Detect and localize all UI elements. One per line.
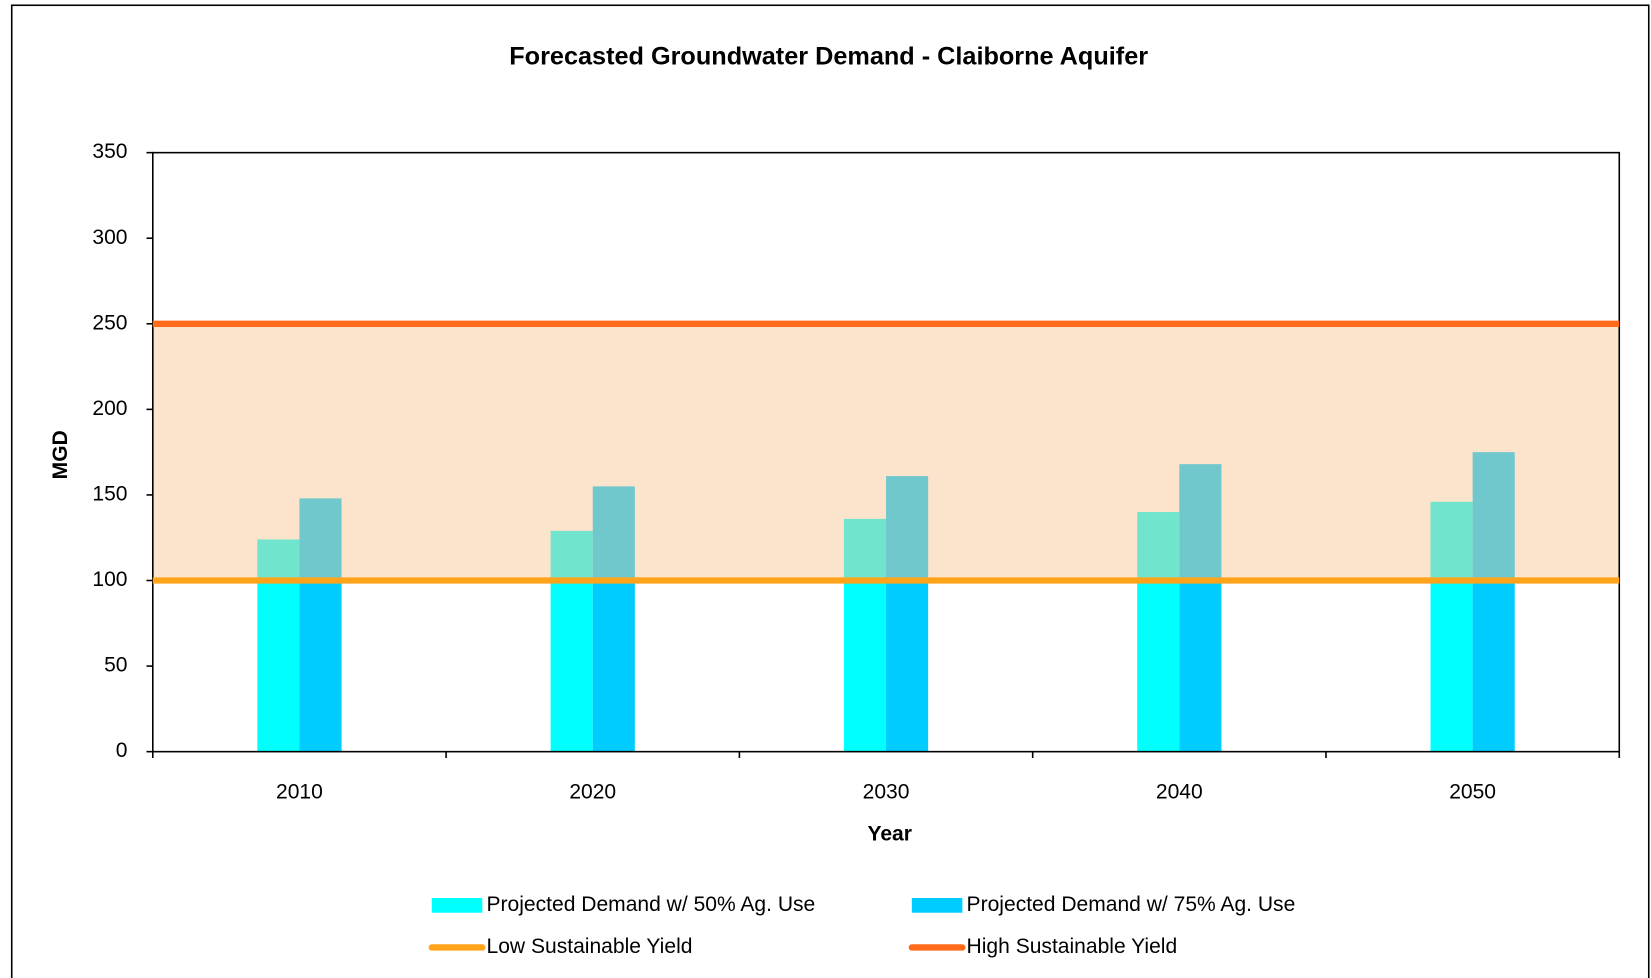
legend-label: Low Sustainable Yield — [487, 935, 693, 958]
y-tick-label: 200 — [92, 397, 127, 420]
chart-title: Forecasted Groundwater Demand - Claiborn… — [509, 43, 1148, 71]
bar — [1179, 464, 1222, 752]
y-tick-label: 100 — [92, 568, 127, 591]
chart-border — [10, 4, 1650, 978]
bar — [257, 539, 300, 752]
legend-swatch — [431, 897, 483, 913]
yield-band — [152, 323, 1620, 581]
plot-border — [152, 151, 1621, 753]
x-tick-label: 2030 — [863, 780, 910, 803]
x-tick-label: 2040 — [1156, 780, 1203, 803]
bar — [1430, 501, 1473, 752]
bar — [299, 498, 342, 752]
legend-label: Projected Demand w/ 50% Ag. Use — [487, 893, 816, 916]
y-tick-label: 50 — [104, 654, 127, 677]
bar — [843, 518, 887, 752]
legend-label: Projected Demand w/ 75% Ag. Use — [967, 893, 1296, 916]
y-tick-label: 300 — [92, 226, 127, 249]
legend-label: High Sustainable Yield — [967, 935, 1178, 958]
x-axis-label: Year — [867, 822, 911, 845]
y-tick-label: 350 — [92, 140, 127, 163]
bar — [886, 476, 929, 752]
x-tick-label: 2050 — [1449, 780, 1496, 803]
x-tick-label: 2010 — [276, 780, 323, 803]
y-tick-label: 150 — [92, 483, 127, 506]
y-axis-label: MGD — [49, 430, 72, 479]
bar — [592, 486, 635, 752]
y-tick-label: 250 — [92, 311, 127, 334]
bar — [1137, 512, 1180, 752]
bar — [550, 530, 593, 752]
bar — [1472, 452, 1515, 752]
y-tick-label: 0 — [116, 739, 128, 762]
legend-swatch — [911, 897, 963, 913]
x-tick-label: 2020 — [569, 780, 616, 803]
